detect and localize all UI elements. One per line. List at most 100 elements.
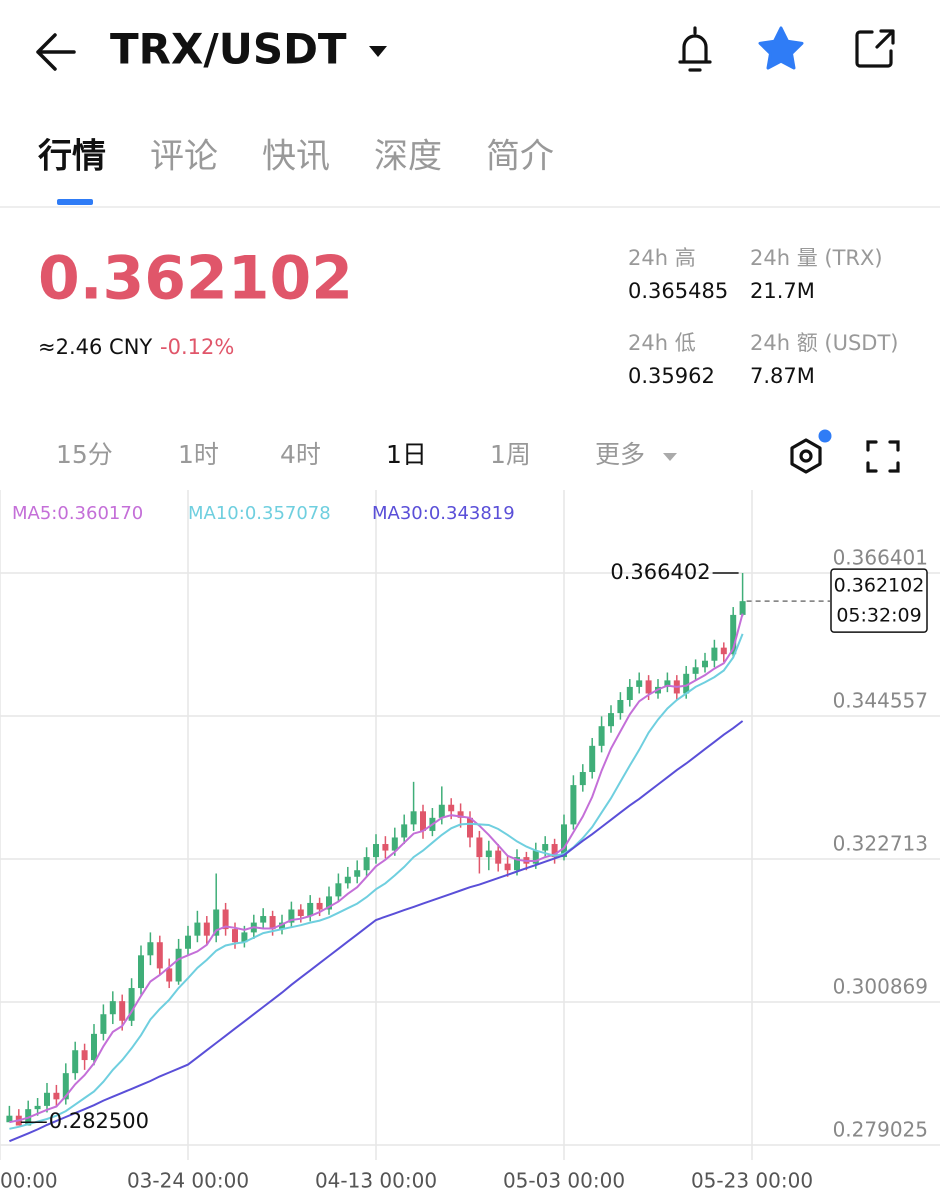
candle-body: [579, 772, 586, 786]
pair-dropdown[interactable]: [369, 46, 387, 57]
interval-option[interactable]: 15分: [56, 440, 113, 469]
candle-body: [175, 948, 182, 982]
tab[interactable]: 深度: [374, 137, 442, 177]
candle-body: [589, 745, 596, 773]
y-tick-label: 0.300869: [833, 974, 928, 998]
candle-body: [373, 844, 379, 858]
candle-body: [203, 922, 210, 936]
interval-option[interactable]: 1日: [386, 440, 427, 469]
candle-body: [683, 673, 690, 694]
candle-body: [739, 601, 746, 615]
fullscreen-button[interactable]: [866, 440, 900, 473]
last-price-box: [830, 568, 928, 633]
y-tick-label: 0.366401: [833, 546, 928, 570]
candle-body: [504, 863, 511, 871]
candle-body: [702, 660, 708, 668]
candle-body: [711, 647, 718, 661]
x-tick-label: 03-24 00:00: [127, 1169, 249, 1193]
candle-body: [232, 929, 238, 943]
candle-body: [81, 1050, 88, 1061]
more-dropdown[interactable]: [663, 453, 677, 461]
stat-value: 7.87M: [750, 364, 815, 388]
candle-body: [495, 850, 502, 864]
stat-label: 24h 高: [628, 246, 696, 270]
candle-body: [476, 837, 483, 858]
candle-body: [692, 667, 699, 674]
candle-body: [598, 726, 605, 746]
y-tick-label: 0.279025: [833, 1117, 928, 1141]
indicator-settings[interactable]: [790, 429, 832, 474]
candle-body: [156, 942, 163, 969]
candle-body: [269, 916, 276, 930]
moving-average-line: [9, 613, 744, 1124]
x-tick-label: 00:00: [0, 1169, 58, 1193]
y-tick-label: 0.344557: [833, 688, 928, 712]
candle-body: [485, 850, 492, 858]
interval-option[interactable]: 4时: [280, 440, 321, 469]
candle-body: [72, 1050, 79, 1074]
legend-entry: MA5:0.360170: [12, 503, 143, 524]
candle-body: [457, 811, 464, 818]
pair-title[interactable]: TRX/USDT: [110, 25, 347, 74]
share-icon[interactable]: [855, 29, 895, 68]
candle-body: [288, 909, 295, 923]
candle-body: [91, 1033, 97, 1061]
candle-body: [514, 857, 520, 871]
stat-value: 21.7M: [750, 279, 815, 303]
back-button[interactable]: [36, 33, 76, 71]
active-tab-indicator: [57, 199, 93, 205]
candle-body: [551, 844, 558, 858]
candle-body: [147, 942, 154, 956]
low-marker-label: 0.282500: [49, 1109, 149, 1133]
candle-body: [438, 804, 445, 818]
kline-chart: 0.366401 0.344557 0.322713 0.300869 0.279025…: [0, 490, 940, 1193]
candle-body: [720, 647, 727, 655]
stat-value: 0.365485: [628, 279, 728, 303]
interval-option[interactable]: 1时: [178, 440, 219, 469]
candle-body: [382, 844, 389, 851]
x-tick-label: 05-03 00:00: [503, 1169, 625, 1193]
bell-icon[interactable]: [678, 26, 712, 72]
candle-body: [222, 909, 229, 930]
candle-body: [410, 811, 417, 825]
y-tick-label: 0.322713: [833, 831, 928, 855]
candle-body: [391, 837, 398, 851]
tab[interactable]: 快讯: [262, 137, 330, 177]
candle-body: [448, 804, 455, 812]
candle-body: [664, 680, 671, 687]
candle-body: [420, 811, 426, 831]
candle-body: [608, 713, 614, 727]
candle-body: [326, 896, 332, 910]
favorite-star[interactable]: [758, 26, 804, 70]
interval-option[interactable]: 更多: [595, 440, 645, 469]
candle-body: [344, 876, 351, 884]
candle-body: [532, 850, 539, 864]
candle-body: [166, 968, 173, 982]
candle-body: [241, 932, 248, 943]
candle-body: [119, 1001, 126, 1021]
candle-body: [467, 817, 473, 838]
tab[interactable]: 行情: [38, 137, 106, 177]
candle-body: [626, 686, 633, 701]
candle-body: [542, 844, 549, 851]
tab[interactable]: 简介: [486, 137, 554, 177]
tab[interactable]: 评论: [150, 137, 218, 177]
stat-label: 24h 量 (TRX): [750, 246, 883, 270]
candle-body: [354, 870, 361, 877]
candle-body: [34, 1105, 41, 1110]
last-price-label: 0.362102: [834, 575, 925, 597]
candle-body: [128, 988, 135, 1021]
interval-option[interactable]: 1周: [490, 440, 531, 469]
countdown-label: 05:32:09: [836, 605, 921, 627]
candle-body: [213, 909, 220, 936]
last-price: 0.362102: [38, 244, 353, 314]
x-tick-label: 05-23 00:00: [691, 1169, 813, 1193]
candle-body: [185, 935, 191, 949]
moving-average-line: [9, 720, 744, 1143]
candle-body: [307, 902, 314, 917]
candle-body: [316, 902, 323, 910]
interval-bar: 15分 1时 4时 1日 1周 更多: [56, 440, 645, 469]
tab-bar: 行情 评论 快讯 深度 简介: [38, 137, 554, 177]
candle-body: [730, 614, 737, 655]
